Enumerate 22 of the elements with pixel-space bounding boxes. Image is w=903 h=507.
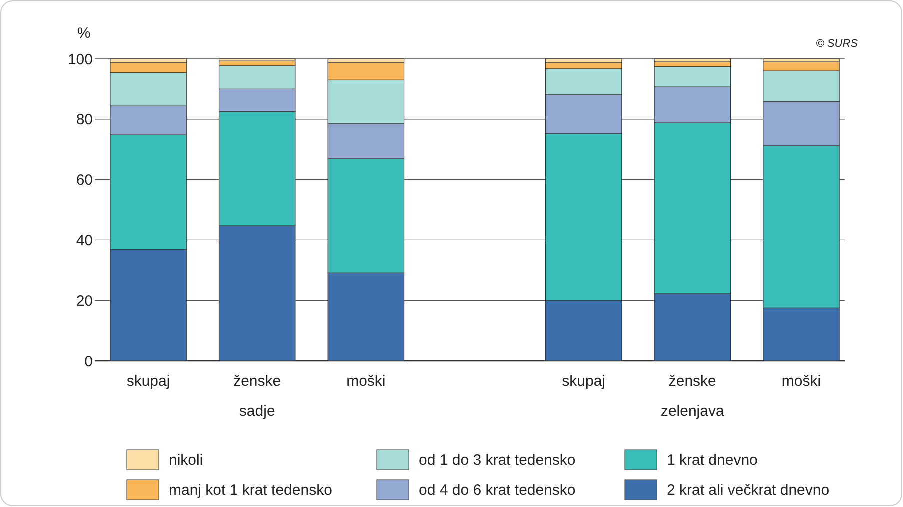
y-tick-label: 0 xyxy=(84,353,93,370)
x-tick-label: moški xyxy=(782,373,822,390)
legend-label: 1 krat dnevno xyxy=(667,452,758,469)
text: zelenjava xyxy=(660,403,725,420)
y-tick-label: 20 xyxy=(76,292,93,310)
x-tick-label: ženske xyxy=(234,373,282,390)
x-tick-label: ženske xyxy=(668,373,716,390)
legend-label: nikoli xyxy=(169,452,204,469)
y-axis-title: % xyxy=(77,25,91,42)
text: sadje xyxy=(239,403,276,420)
y-tick-label: 60 xyxy=(76,172,93,190)
legend-label: manj kot 1 krat tedensko xyxy=(169,482,332,499)
x-tick-label: skupaj xyxy=(562,373,606,390)
text: © SURS xyxy=(816,38,859,50)
y-tick-label: 100 xyxy=(68,51,93,68)
y-tick-label: 40 xyxy=(76,232,93,250)
x-tick-label: skupaj xyxy=(126,373,170,390)
legend-label: od 1 do 3 krat tedensko xyxy=(419,452,576,469)
legend-label: od 4 do 6 krat tedensko xyxy=(419,482,576,499)
y-tick-label: 80 xyxy=(76,112,93,129)
x-tick-label: moški xyxy=(346,373,386,390)
legend-label: 2 krat ali večkrat dnevno xyxy=(667,482,830,499)
